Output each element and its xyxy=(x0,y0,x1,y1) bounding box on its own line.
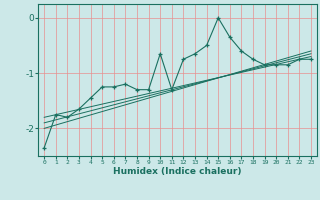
X-axis label: Humidex (Indice chaleur): Humidex (Indice chaleur) xyxy=(113,167,242,176)
